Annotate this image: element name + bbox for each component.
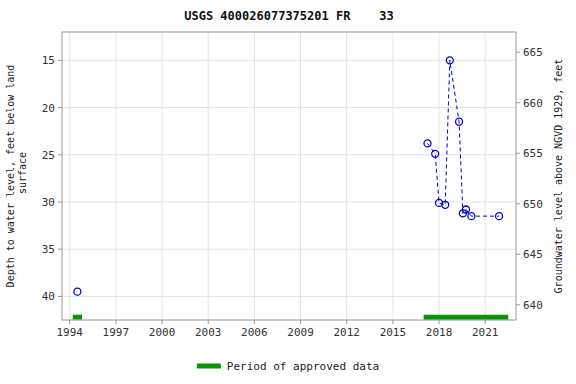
grid-line bbox=[162, 32, 163, 320]
grid-line bbox=[115, 32, 116, 320]
grid-line bbox=[300, 32, 301, 320]
y2-tick bbox=[516, 52, 520, 53]
y2-axis-label: Groundwater level above NGVD 1929, feet bbox=[553, 59, 564, 294]
approved-period bbox=[424, 315, 509, 320]
y-tick-label: 30 bbox=[42, 196, 55, 209]
legend-swatch bbox=[197, 364, 221, 369]
grid-line bbox=[62, 60, 516, 61]
point bbox=[74, 288, 81, 295]
grid-line bbox=[485, 32, 486, 320]
x-tick-label: 2003 bbox=[195, 326, 222, 339]
x-tick-label: 1997 bbox=[103, 326, 130, 339]
legend: Period of approved data bbox=[197, 360, 379, 373]
x-tick bbox=[115, 320, 116, 324]
y-tick bbox=[58, 60, 62, 61]
x-tick bbox=[208, 320, 209, 324]
y2-tick-label: 655 bbox=[523, 147, 543, 160]
grid-line bbox=[208, 32, 209, 320]
y2-tick bbox=[516, 304, 520, 305]
legend-label: Period of approved data bbox=[227, 360, 379, 373]
y2-tick bbox=[516, 102, 520, 103]
plot-frame bbox=[62, 32, 516, 320]
grid-line bbox=[392, 32, 393, 320]
y-tick bbox=[58, 107, 62, 108]
y-axis-label: Depth to water level, feet below land su… bbox=[5, 65, 28, 288]
x-tick bbox=[346, 320, 347, 324]
axes: 1994199720002003200620092012201520182021… bbox=[42, 46, 543, 339]
y-axis-label-line: surface bbox=[17, 152, 28, 200]
x-tick-label: 2021 bbox=[472, 326, 499, 339]
approved-period bbox=[73, 315, 82, 320]
grid-line bbox=[62, 154, 516, 155]
point bbox=[468, 213, 475, 220]
grid-line bbox=[69, 32, 70, 320]
y-tick bbox=[58, 201, 62, 202]
point bbox=[456, 118, 463, 125]
title: USGS 400026077375201 FR 33 bbox=[184, 9, 394, 23]
y2-tick-label: 660 bbox=[523, 97, 543, 110]
legend-item: Period of approved data bbox=[197, 360, 379, 373]
x-tick bbox=[300, 320, 301, 324]
point bbox=[462, 206, 469, 213]
grid-line bbox=[254, 32, 255, 320]
grid-line bbox=[439, 32, 440, 320]
y-tick-label: 40 bbox=[42, 290, 55, 303]
y2-axis-label-line: Groundwater level above NGVD 1929, feet bbox=[553, 59, 564, 294]
x-tick bbox=[485, 320, 486, 324]
x-tick bbox=[439, 320, 440, 324]
series-line bbox=[428, 60, 500, 216]
y-tick-label: 15 bbox=[42, 54, 55, 67]
y2-tick bbox=[516, 153, 520, 154]
x-tick-label: 2000 bbox=[149, 326, 176, 339]
x-tick-label: 2009 bbox=[287, 326, 314, 339]
x-tick bbox=[162, 320, 163, 324]
y-tick bbox=[58, 154, 62, 155]
y2-tick-label: 645 bbox=[523, 248, 543, 261]
y2-tick bbox=[516, 203, 520, 204]
y2-tick-label: 650 bbox=[523, 198, 543, 211]
point bbox=[496, 213, 503, 220]
x-tick bbox=[254, 320, 255, 324]
grid-line bbox=[62, 249, 516, 250]
y-tick-label: 25 bbox=[42, 149, 55, 162]
grid-line bbox=[346, 32, 347, 320]
x-tick bbox=[69, 320, 70, 324]
point bbox=[446, 57, 453, 64]
x-tick-label: 1994 bbox=[56, 326, 83, 339]
point bbox=[432, 150, 439, 157]
x-tick-label: 2012 bbox=[333, 326, 360, 339]
x-tick-label: 2018 bbox=[426, 326, 453, 339]
x-tick-label: 2006 bbox=[241, 326, 268, 339]
x-tick-label: 2015 bbox=[380, 326, 407, 339]
y2-tick-label: 665 bbox=[523, 46, 543, 59]
grid bbox=[62, 32, 516, 320]
y-tick-label: 20 bbox=[42, 102, 55, 115]
y-tick bbox=[58, 249, 62, 250]
y-tick bbox=[58, 296, 62, 297]
y2-tick-label: 640 bbox=[523, 299, 543, 312]
grid-line bbox=[62, 107, 516, 108]
background bbox=[0, 0, 576, 384]
data bbox=[73, 57, 509, 317]
x-tick bbox=[392, 320, 393, 324]
chart: 1994199720002003200620092012201520182021… bbox=[0, 0, 576, 384]
y-axis-label-line: Depth to water level, feet below land bbox=[5, 65, 16, 288]
y-tick-label: 35 bbox=[42, 243, 55, 256]
point bbox=[442, 201, 449, 208]
grid-line bbox=[62, 296, 516, 297]
y2-tick bbox=[516, 254, 520, 255]
point bbox=[424, 140, 431, 147]
